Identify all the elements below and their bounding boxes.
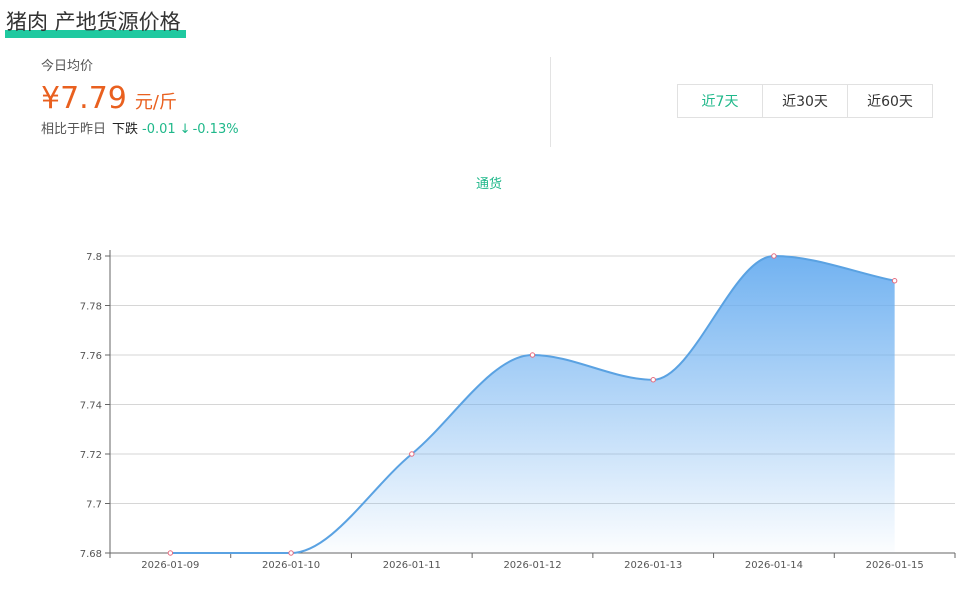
x-tick-label: 2026-01-12 — [503, 560, 561, 571]
y-tick-label: 7.76 — [80, 351, 102, 362]
x-tick-label: 2026-01-15 — [866, 560, 924, 571]
change-direction: 下跌 — [112, 122, 139, 137]
down-arrow-icon: ↓ — [179, 122, 191, 137]
chart-legend[interactable]: 通货 — [0, 173, 978, 192]
y-tick-label: 7.68 — [80, 549, 102, 560]
tab-7-days[interactable]: 近7天 — [678, 85, 763, 117]
price-summary: 今日均价 ¥7.79 元/斤 相比于昨日 下跌 -0.01 ↓ -0.13% — [41, 58, 239, 139]
x-tick-label: 2026-01-10 — [262, 560, 320, 571]
y-tick-label: 7.74 — [80, 401, 102, 412]
compare-label: 相比于昨日 — [41, 122, 107, 137]
change-percent: -0.13% — [192, 122, 239, 137]
tab-60-days[interactable]: 近60天 — [867, 94, 913, 110]
price-row: ¥7.79 元/斤 — [41, 82, 239, 116]
data-point — [167, 550, 174, 556]
tab-30-days[interactable]: 近30天 — [763, 85, 848, 117]
title-underline — [5, 30, 186, 38]
y-tick-label: 7.72 — [80, 450, 102, 461]
average-price: ¥7.79 — [41, 81, 127, 116]
y-tick-label: 7.8 — [86, 252, 102, 263]
page-title: 猪肉 产地货源价格 — [6, 10, 181, 34]
range-tabs: 近7天 近30天 近60天 — [677, 84, 933, 118]
data-point — [650, 377, 656, 383]
change-row: 相比于昨日 下跌 -0.01 ↓ -0.13% — [41, 121, 239, 139]
series-area — [170, 256, 895, 553]
x-tick-label: 2026-01-09 — [141, 560, 199, 571]
data-point — [409, 451, 415, 457]
legend-item-series[interactable]: 通货 — [475, 177, 502, 192]
divider — [550, 57, 551, 147]
y-tick-label: 7.7 — [86, 500, 102, 511]
data-point — [891, 278, 898, 284]
x-tick-label: 2026-01-13 — [624, 560, 682, 571]
price-unit: 元/斤 — [134, 92, 177, 113]
y-tick-label: 7.78 — [80, 302, 102, 313]
change-delta: -0.01 — [142, 122, 176, 137]
data-point — [288, 550, 294, 556]
data-point — [771, 253, 777, 259]
today-label: 今日均价 — [41, 59, 94, 74]
x-tick-label: 2026-01-11 — [383, 560, 441, 571]
data-point — [529, 352, 536, 358]
x-tick-label: 2026-01-14 — [745, 560, 803, 571]
